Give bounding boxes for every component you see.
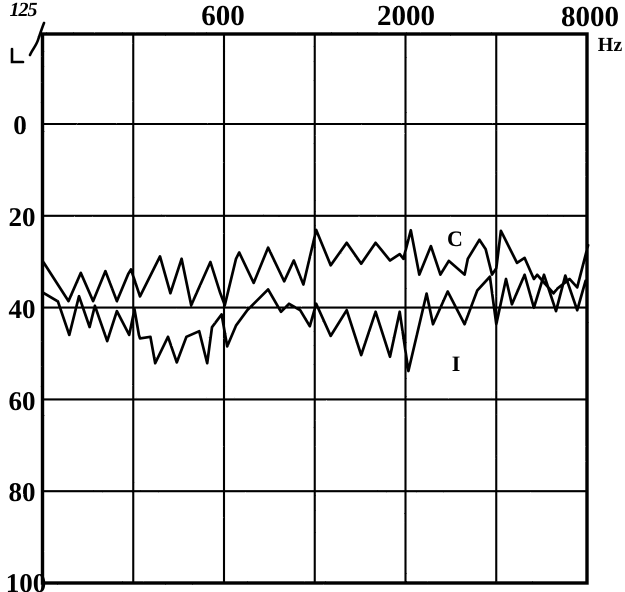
- svg-text:125: 125: [10, 0, 38, 21]
- svg-text:80: 80: [9, 477, 36, 507]
- svg-text:Hz: Hz: [598, 34, 623, 56]
- svg-text:100: 100: [6, 568, 47, 592]
- svg-text:600: 600: [201, 0, 245, 32]
- svg-text:40: 40: [9, 294, 36, 324]
- svg-text:I: I: [452, 351, 461, 376]
- svg-text:8000: 8000: [561, 1, 619, 33]
- svg-text:20: 20: [9, 202, 36, 232]
- svg-text:60: 60: [9, 386, 36, 416]
- svg-text:C: C: [447, 226, 463, 251]
- svg-text:0: 0: [13, 110, 27, 140]
- svg-text:2000: 2000: [377, 0, 435, 32]
